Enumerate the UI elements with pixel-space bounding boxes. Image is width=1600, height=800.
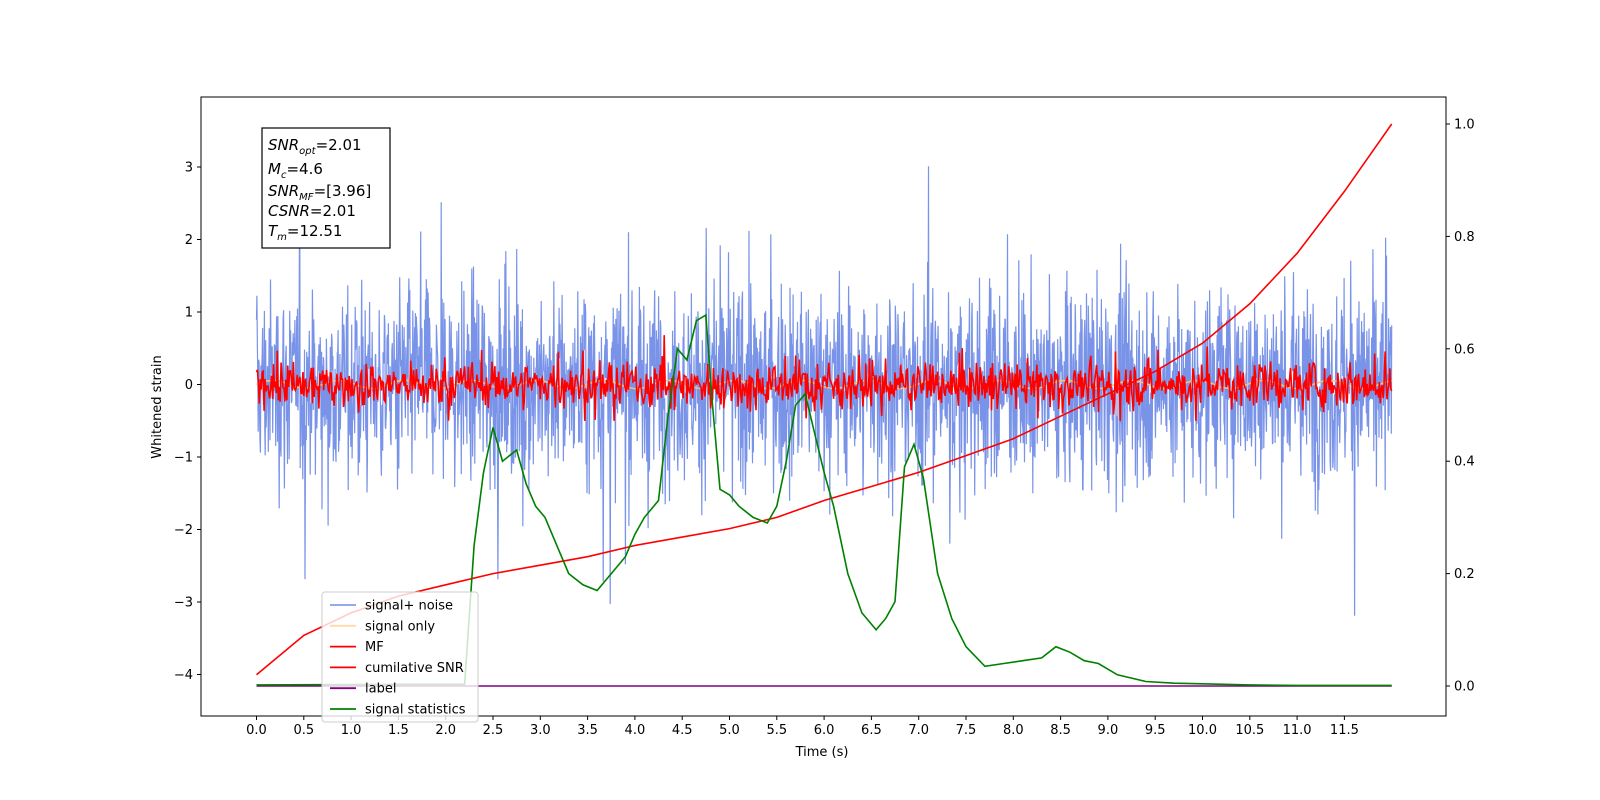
y2-tick-label: 0.0 xyxy=(1454,680,1475,695)
legend-label: MF xyxy=(365,640,384,655)
annotation-csnr: CSNR=2.01 xyxy=(268,202,356,220)
y2-tick-label: 0.2 xyxy=(1454,567,1475,582)
series-mf-line xyxy=(255,335,1393,421)
series-signal-noise-line xyxy=(255,166,1393,616)
legend: signal+ noise signal only MF cumilative SNR… xyxy=(321,591,479,723)
x-tick-label: 6.0 xyxy=(814,723,835,738)
y2-tick-label: 0.6 xyxy=(1454,342,1475,357)
legend-label: signal+ noise xyxy=(365,599,453,614)
x-tick-label: 1.0 xyxy=(341,723,362,738)
y-tick-label: 2 xyxy=(185,233,193,248)
y-tick-label: −3 xyxy=(174,596,193,611)
legend-label: signal only xyxy=(365,619,435,634)
x-tick-label: 10.5 xyxy=(1235,723,1264,738)
y-tick-label: −2 xyxy=(174,523,193,538)
legend-label: cumilative SNR xyxy=(365,661,464,676)
x-tick-label: 9.0 xyxy=(1098,723,1119,738)
legend-label: signal statistics xyxy=(365,703,466,718)
x-tick-label: 8.5 xyxy=(1050,723,1071,738)
legend-label: label xyxy=(365,682,396,697)
x-tick-label: 0.5 xyxy=(293,723,314,738)
y-axis-label: Whitened strain xyxy=(150,355,165,458)
x-tick-label: 6.5 xyxy=(861,723,882,738)
y-tick-label: 1 xyxy=(185,306,193,321)
y2-tick-label: 0.8 xyxy=(1454,230,1475,245)
x-tick-label: 3.0 xyxy=(530,723,551,738)
annotation-mc: Mc=4.6 xyxy=(268,160,323,181)
ticks: 0.0 0.5 1.0 1.5 2.0 2.5 3.0 3.5 4.0 4.5 5.0 5.5 6.0 6… xyxy=(174,118,1475,739)
y-tick-label: −1 xyxy=(174,451,193,466)
series-signal-statistics-line xyxy=(256,313,1392,687)
stats-annotation: SNRopt=2.01 Mc=4.6 SNRMF=[3.96] CSNR=2.0… xyxy=(261,127,391,249)
x-tick-label: 8.0 xyxy=(1003,723,1024,738)
x-tick-label: 3.5 xyxy=(577,723,598,738)
x-tick-label: 5.5 xyxy=(766,723,787,738)
x-axis-label: Time (s) xyxy=(795,745,849,760)
annotation-snr-opt: SNRopt=2.01 xyxy=(268,136,362,157)
y-tick-label: 0 xyxy=(185,378,193,393)
y2-tick-label: 0.4 xyxy=(1454,455,1475,470)
y-tick-label: 3 xyxy=(185,161,193,176)
x-tick-label: 1.5 xyxy=(388,723,409,738)
x-tick-label: 11.0 xyxy=(1283,723,1312,738)
plot-area xyxy=(255,123,1393,687)
x-tick-label: 7.5 xyxy=(956,723,977,738)
series-cumulative-snr-line xyxy=(255,123,1393,676)
y-tick-label: −4 xyxy=(174,668,193,683)
x-tick-label: 9.5 xyxy=(1145,723,1166,738)
annotation-box xyxy=(261,127,391,249)
x-tick-label: 2.0 xyxy=(435,723,456,738)
axes-frame xyxy=(200,96,1447,717)
x-tick-label: 7.0 xyxy=(908,723,929,738)
x-tick-label: 11.5 xyxy=(1330,723,1359,738)
x-tick-label: 5.0 xyxy=(719,723,740,738)
x-tick-label: 4.5 xyxy=(672,723,693,738)
x-tick-label: 4.0 xyxy=(625,723,646,738)
x-tick-label: 2.5 xyxy=(483,723,504,738)
annotation-tm: Tm=12.51 xyxy=(268,222,342,243)
legend-box xyxy=(321,591,479,723)
x-tick-label: 10.0 xyxy=(1188,723,1217,738)
annotation-snr-mf: SNRMF=[3.96] xyxy=(268,182,371,203)
y2-tick-label: 1.0 xyxy=(1454,118,1475,133)
x-tick-label: 0.0 xyxy=(246,723,267,738)
